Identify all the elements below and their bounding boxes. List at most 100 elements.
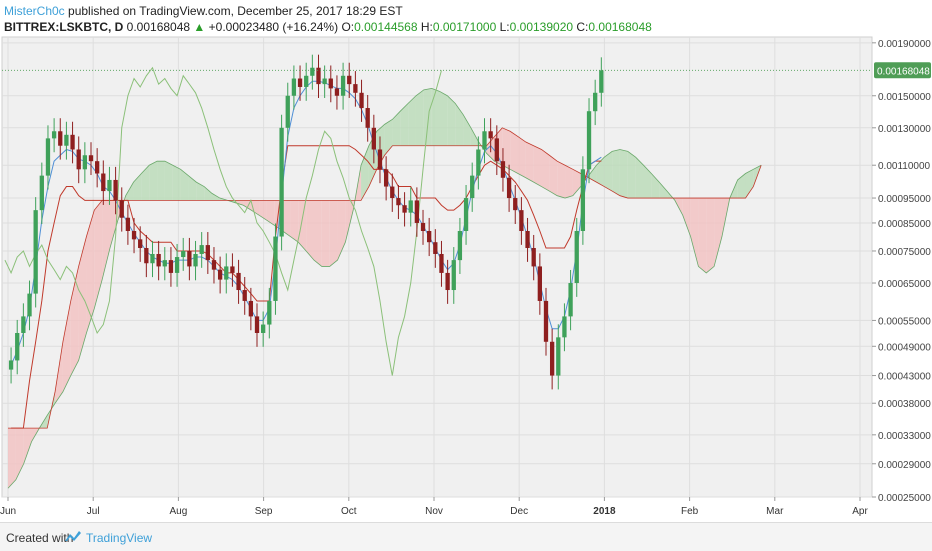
cloud-segment-bearish — [321, 200, 330, 267]
x-tick-label: Jun — [0, 506, 16, 517]
candle-up — [470, 175, 475, 199]
cloud-segment-bearish — [549, 155, 558, 196]
symbol-label: BITTREX:LSKBTC, D — [4, 20, 124, 34]
candle-down — [328, 78, 333, 89]
price-axis[interactable]: 0.00190000 0.00150000 0.00130000 0.00110000… — [872, 39, 931, 504]
cloud-segment-bearish — [290, 200, 299, 243]
y-tick-label: 0.00190000 — [878, 39, 931, 50]
high-label: H: — [420, 20, 433, 34]
candle-up — [174, 257, 180, 273]
candle-up — [261, 324, 266, 333]
candlesticks — [8, 54, 604, 390]
candle-down — [427, 230, 432, 243]
cloud-segment-bullish — [164, 161, 173, 201]
y-tick-label: 0.00029000 — [878, 460, 931, 471]
candle-down — [138, 239, 143, 249]
cloud-segment-bullish — [180, 169, 189, 201]
candle-up — [593, 92, 598, 112]
candle-down — [420, 222, 426, 231]
cloud-segment-bullish — [188, 175, 197, 201]
candle-down — [488, 131, 493, 139]
y-tick-label: 0.00075000 — [878, 247, 931, 258]
candle-down — [254, 316, 260, 333]
candle-up — [64, 134, 69, 146]
cloud-segment-bullish — [745, 169, 754, 199]
x-tick-label: Mar — [766, 506, 784, 517]
candle-down — [58, 131, 63, 146]
cloud-segment-bearish — [235, 200, 244, 206]
cloud-segment-bearish — [329, 200, 338, 267]
author-link[interactable]: MisterCh0c — [4, 4, 65, 18]
cloud-segment-bearish — [533, 145, 542, 187]
candle-down — [549, 341, 555, 376]
footer-bar: Created with TradingView — [0, 522, 932, 551]
cloud-segment-bearish — [251, 200, 260, 216]
cloud-segment-bearish — [306, 200, 314, 261]
candle-down — [242, 290, 247, 301]
cloud-segment-bullish — [400, 103, 409, 146]
candle-down — [543, 300, 549, 342]
candle-down — [334, 88, 340, 96]
candle-down — [377, 149, 383, 170]
cloud-segment-bearish — [86, 210, 95, 333]
cloud-segment-bullish — [627, 151, 636, 199]
candle-up — [574, 230, 579, 284]
cloud-segment-bearish — [62, 300, 71, 392]
cloud-segment-bullish — [211, 193, 220, 201]
chart-header: MisterCh0c published on TradingView.com,… — [4, 3, 924, 35]
low-label: L: — [499, 20, 510, 34]
cloud-segment-bearish — [541, 149, 550, 192]
open-label: O: — [341, 20, 355, 34]
candle-down — [347, 75, 352, 85]
cloud-segment-bearish — [682, 198, 691, 237]
publish-line: MisterCh0c published on TradingView.com,… — [4, 3, 924, 19]
candle-down — [506, 177, 512, 199]
candle-down — [445, 272, 450, 291]
candle-up — [82, 155, 88, 170]
cloud-segment-bearish — [690, 198, 699, 267]
candle-up — [21, 316, 26, 333]
last-price-tag — [874, 62, 931, 79]
cloud-segment-bullish — [651, 173, 660, 199]
candle-down — [248, 300, 254, 317]
candle-down — [187, 250, 192, 267]
cloud-segment-bearish — [55, 341, 63, 404]
price-chart[interactable]: 0.00190000 0.00150000 0.00130000 0.00110000… — [0, 0, 932, 522]
last-price-tag-label: 0.00168048 — [877, 66, 930, 77]
x-tick-label: Apr — [852, 506, 868, 517]
x-tick-label: Oct — [341, 506, 357, 517]
candle-down — [236, 272, 241, 291]
cloud-segment-bearish — [282, 200, 291, 237]
cloud-segment-bearish — [94, 200, 103, 309]
candle-down — [217, 269, 223, 280]
candle-down — [113, 179, 118, 201]
time-axis[interactable]: Jun Jul Aug Sep Oct Nov Dec 2018 Feb Mar Apr — [0, 497, 868, 517]
cloud-segment-bearish — [102, 200, 110, 280]
candle-up — [107, 179, 112, 192]
cloud-segment-bullish — [157, 161, 165, 201]
cloud-segment-bullish — [204, 186, 212, 201]
high-value: 0.00171000 — [432, 20, 497, 34]
candle-down — [365, 108, 370, 128]
tradingview-brand-link[interactable]: TradingView — [86, 531, 153, 545]
candle-up — [599, 70, 604, 93]
candle-up — [580, 169, 586, 231]
cloud-segment-bullish — [361, 145, 369, 201]
y-tick-label: 0.00130000 — [878, 124, 931, 135]
cloud-segment-bullish — [423, 88, 432, 146]
low-value: 0.00139020 — [509, 20, 574, 34]
candle-down — [531, 248, 536, 267]
cloud-segment-bullish — [172, 165, 181, 201]
candle-up — [273, 236, 278, 301]
cloud-segment-bullish — [125, 182, 134, 201]
cloud-segment-bullish — [455, 103, 464, 146]
cloud-segment-bullish — [643, 165, 652, 199]
candle-up — [586, 111, 592, 170]
tradingview-logo-icon[interactable] — [64, 530, 82, 547]
y-tick-label: 0.00025000 — [878, 493, 931, 504]
cloud-segment-bullish — [470, 127, 479, 146]
ohlc-line: BITTREX:LSKBTC, D 0.00168048 ▲ +0.000234… — [4, 19, 924, 35]
cloud-segment-bullish — [596, 157, 605, 187]
candle-down — [414, 200, 420, 223]
y-tick-label: 0.00085000 — [878, 219, 931, 230]
